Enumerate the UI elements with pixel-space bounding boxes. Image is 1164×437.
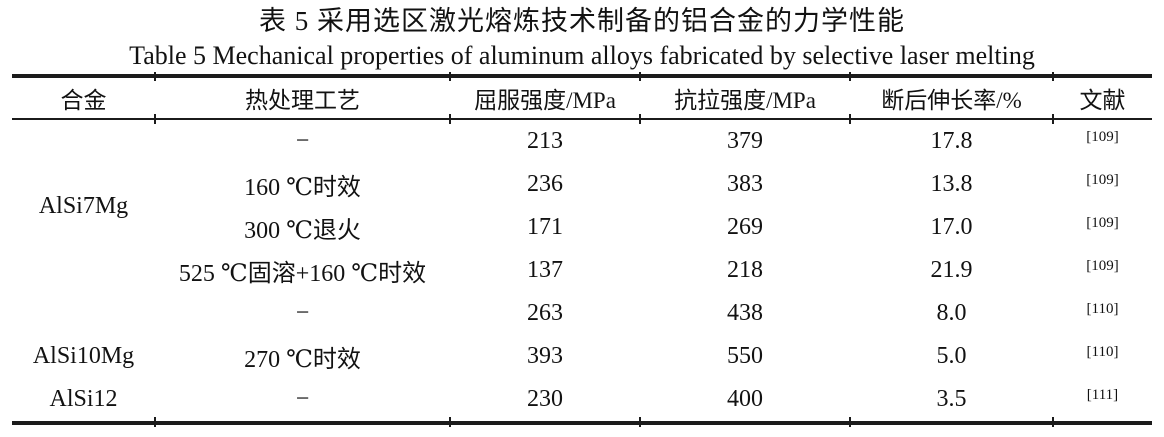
cell-tensile-strength: 269 xyxy=(727,214,763,240)
column-header-elongation: 断后伸长率/% xyxy=(850,74,1053,120)
cell-treatment: − xyxy=(295,128,310,154)
column-boundary-tick xyxy=(849,114,851,124)
alloy-group-label-alsi7mg: AlSi7Mg xyxy=(38,192,129,219)
table-title-chinese: 表 5 采用选区激光熔炼技术制备的铝合金的力学性能 xyxy=(259,6,905,36)
cell-reference: [110] xyxy=(1053,335,1152,378)
cell-yield-strength: 230 xyxy=(450,378,640,425)
column-header-treatment: 热处理工艺 xyxy=(155,74,450,120)
column-header-reference: 文献 xyxy=(1053,74,1152,120)
cell-elongation: 21.9 xyxy=(930,257,973,283)
column-boundary-tick xyxy=(1052,72,1054,81)
alloy-group-label-alsi10mg: AlSi10Mg xyxy=(12,292,155,378)
cell-yield-strength: 171 xyxy=(527,214,563,240)
column-boundary-tick xyxy=(449,417,451,427)
column-boundary-tick xyxy=(849,72,851,81)
cell-yield-strength: 236 xyxy=(527,171,563,197)
column-boundary-tick xyxy=(639,417,641,427)
column-header-tensile-strength: 抗拉强度/MPa xyxy=(640,74,850,120)
cell-tensile-strength: 379 xyxy=(727,128,763,154)
cell-elongation: 3.5 xyxy=(850,378,1053,425)
header-row: 合金 热处理工艺 屈服强度/MPa 抗拉强度/MPa 断后伸长率/% 文献 xyxy=(12,74,1152,120)
table-row: 270 ℃时效 393 550 5.0 [110] xyxy=(12,335,1152,378)
column-boundary-tick xyxy=(849,417,851,427)
column-boundary-tick xyxy=(154,417,156,427)
table-row: AlSi7Mg − 213 379 17.8 [109] xyxy=(12,119,1152,219)
cell-reference: [109] xyxy=(1053,119,1152,163)
cell-reference: [111] xyxy=(1053,378,1152,425)
reference-citation: [109] xyxy=(1086,258,1119,274)
reference-citation: [111] xyxy=(1086,387,1119,403)
table-row: AlSi10Mg − 263 438 8.0 [110] xyxy=(12,292,1152,369)
cell-elongation: 13.8 xyxy=(930,171,973,197)
column-header-yield-strength: 屈服强度/MPa xyxy=(450,74,640,120)
table-row: 300 ℃退火 171 269 17.0 [109] xyxy=(12,206,1152,249)
column-boundary-tick xyxy=(449,72,451,81)
cell-elongation: 17.8 xyxy=(930,128,973,154)
column-boundary-tick xyxy=(449,114,451,124)
mechanical-properties-table: 合金 热处理工艺 屈服强度/MPa 抗拉强度/MPa 断后伸长率/% 文献 Al… xyxy=(12,72,1152,427)
column-boundary-tick xyxy=(154,114,156,124)
cell-yield-strength: 393 xyxy=(527,343,563,369)
cell-treatment: − xyxy=(155,378,450,425)
reference-citation: [109] xyxy=(1086,172,1119,188)
column-boundary-tick xyxy=(1052,114,1054,124)
cell-elongation: 8.0 xyxy=(936,300,967,326)
cell-yield-strength: 213 xyxy=(527,128,563,154)
column-boundary-tick xyxy=(639,72,641,81)
cell-treatment: − xyxy=(295,300,310,326)
data-table: 合金 热处理工艺 屈服强度/MPa 抗拉强度/MPa 断后伸长率/% 文献 Al… xyxy=(12,74,1152,425)
reference-citation: [109] xyxy=(1086,215,1119,231)
cell-elongation: 5.0 xyxy=(936,343,967,369)
reference-citation: [110] xyxy=(1086,344,1119,360)
cell-reference: [109] xyxy=(1053,163,1152,206)
cell-tensile-strength: 218 xyxy=(727,257,763,283)
table-title-english: Table 5 Mechanical properties of aluminu… xyxy=(129,41,1035,70)
cell-reference: [109] xyxy=(1053,249,1152,292)
table-row: 160 ℃时效 236 383 13.8 [109] xyxy=(12,163,1152,206)
cell-tensile-strength: 550 xyxy=(727,343,763,369)
reference-citation: [109] xyxy=(1086,129,1119,145)
column-boundary-tick xyxy=(1052,417,1054,427)
alloy-group-label-text: AlSi10Mg xyxy=(32,343,135,369)
cell-tensile-strength: 383 xyxy=(727,171,763,197)
cell-treatment: 525 ℃固溶+160 ℃时效 xyxy=(178,261,427,287)
column-boundary-tick xyxy=(639,114,641,124)
column-header-alloy: 合金 xyxy=(12,74,155,120)
cell-treatment: 270 ℃时效 xyxy=(244,347,361,373)
cell-treatment: 300 ℃退火 xyxy=(244,218,361,244)
column-boundary-tick xyxy=(154,72,156,81)
table-row: 525 ℃固溶+160 ℃时效 137 218 21.9 [109] xyxy=(12,249,1152,292)
cell-treatment: 160 ℃时效 xyxy=(244,175,361,201)
cell-reference: [109] xyxy=(1053,206,1152,249)
reference-citation: [110] xyxy=(1086,301,1119,317)
table-row: AlSi12 − 230 400 3.5 [111] xyxy=(12,378,1152,425)
cell-elongation: 17.0 xyxy=(930,214,973,240)
cell-yield-strength: 263 xyxy=(527,300,563,326)
cell-tensile-strength: 438 xyxy=(727,300,763,326)
alloy-group-label-alsi12: AlSi12 xyxy=(12,378,155,425)
cell-yield-strength: 137 xyxy=(527,257,563,283)
cell-tensile-strength: 400 xyxy=(640,378,850,425)
cell-reference: [110] xyxy=(1053,292,1152,335)
